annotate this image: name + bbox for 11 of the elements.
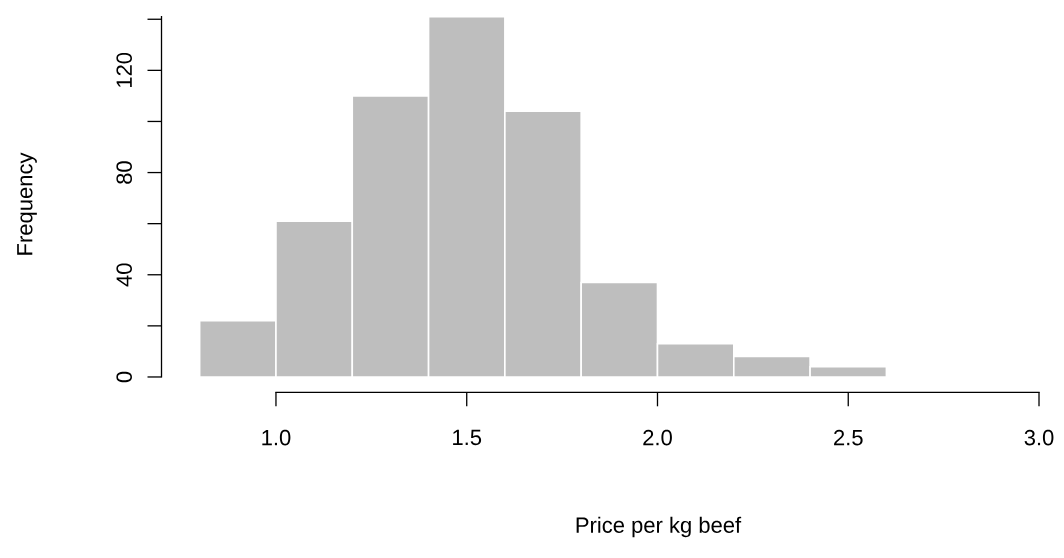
y-tick-label: 0 bbox=[116, 371, 132, 383]
y-tick-label: 40 bbox=[116, 263, 132, 287]
y-axis-title: Frequency bbox=[17, 152, 37, 255]
x-tick-label: 2.5 bbox=[834, 429, 863, 446]
x-tick-label: 2.0 bbox=[643, 429, 672, 446]
x-tick-label: 3.0 bbox=[1024, 429, 1054, 446]
x-tick-label: 1.5 bbox=[453, 429, 482, 446]
x-tick-label: 1.0 bbox=[262, 429, 291, 446]
y-tick-label: 80 bbox=[116, 161, 132, 184]
x-axis-title: Price per kg beef bbox=[576, 516, 742, 538]
y-tick-label: 120 bbox=[116, 52, 132, 88]
